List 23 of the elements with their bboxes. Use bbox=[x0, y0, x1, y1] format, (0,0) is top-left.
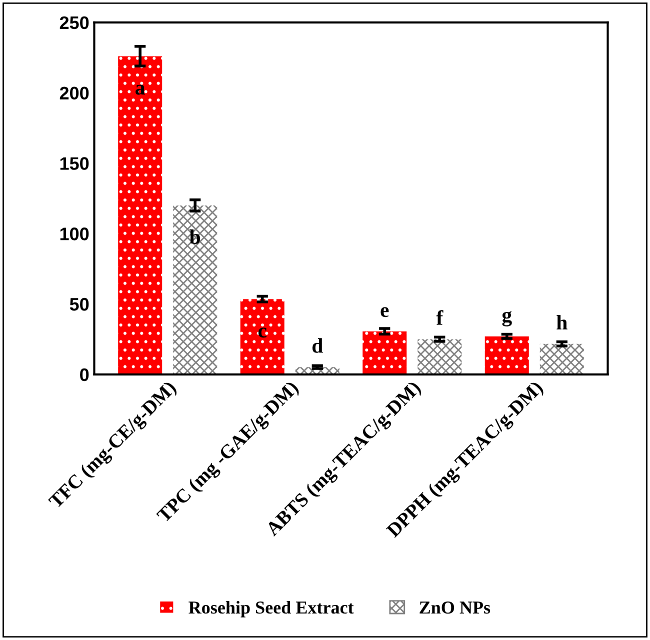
legend-label: Rosehip Seed Extract bbox=[188, 600, 354, 618]
annotation: d bbox=[312, 338, 323, 353]
y-tick-label: 50 bbox=[70, 298, 89, 311]
annotation: g bbox=[502, 311, 512, 326]
bar bbox=[362, 331, 407, 374]
annotation: b bbox=[190, 229, 200, 244]
annotation: h bbox=[556, 314, 568, 330]
y-tick-label: 150 bbox=[60, 157, 89, 170]
y-tick-label: 100 bbox=[60, 228, 89, 240]
legend-label: ZnO NPs bbox=[420, 602, 490, 614]
annotation: e bbox=[380, 307, 389, 318]
y-tick-label: 250 bbox=[60, 16, 89, 30]
y-tick-label: 200 bbox=[60, 86, 89, 100]
bar bbox=[240, 299, 284, 374]
bar bbox=[173, 205, 218, 374]
annotation: c bbox=[258, 328, 266, 338]
bar bbox=[118, 56, 162, 374]
bar bbox=[484, 336, 529, 374]
annotation: a bbox=[136, 84, 145, 95]
annotation: f bbox=[436, 310, 444, 325]
y-tick-label: 0 bbox=[80, 368, 89, 382]
bar bbox=[418, 339, 462, 374]
bar bbox=[540, 344, 584, 374]
